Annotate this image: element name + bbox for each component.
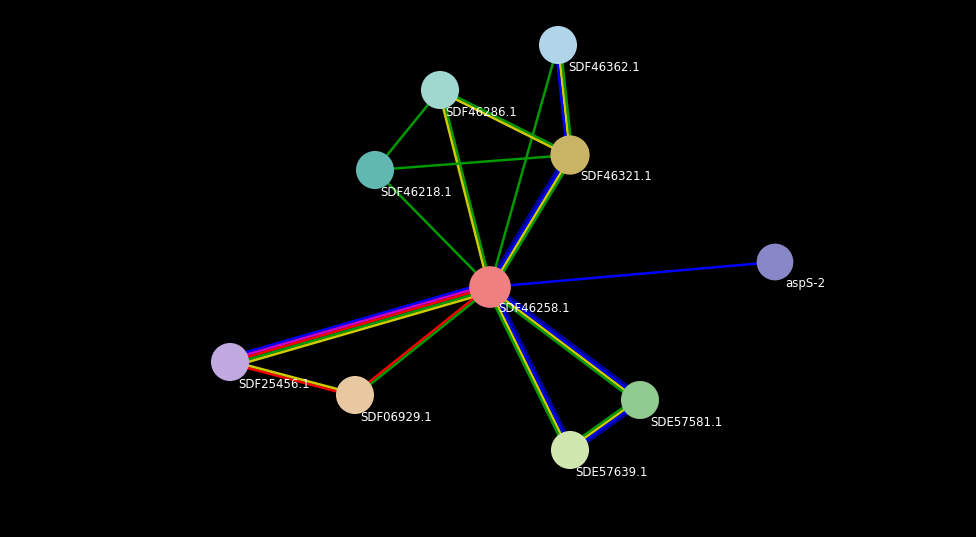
Point (432, 86, 448, 95)
Text: aspS-2: aspS-2 (785, 277, 825, 290)
Point (562, 446, 578, 454)
Point (482, 282, 498, 291)
Point (562, 151, 578, 159)
Point (223, 358, 238, 366)
Text: SDF46258.1: SDF46258.1 (498, 302, 570, 315)
Text: SDE57581.1: SDE57581.1 (650, 416, 722, 429)
Point (550, 41, 566, 49)
Point (367, 166, 383, 175)
Text: SDF46321.1: SDF46321.1 (580, 170, 652, 183)
Text: SDF46362.1: SDF46362.1 (568, 61, 639, 74)
Point (632, 396, 648, 404)
Text: SDF25456.1: SDF25456.1 (238, 378, 309, 391)
Point (767, 258, 783, 266)
Text: SDF46286.1: SDF46286.1 (445, 106, 516, 119)
Text: SDE57639.1: SDE57639.1 (575, 466, 647, 479)
Text: SDF06929.1: SDF06929.1 (360, 411, 431, 424)
Point (347, 391, 363, 400)
Text: SDF46218.1: SDF46218.1 (380, 186, 452, 199)
